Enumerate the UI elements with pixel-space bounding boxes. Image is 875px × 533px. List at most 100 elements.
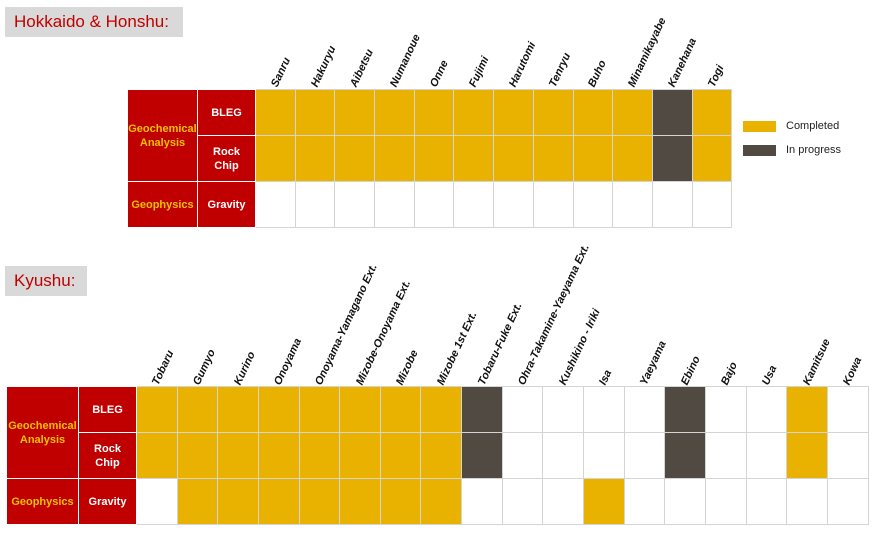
status-cell-in-progress [651,135,693,182]
method-label-rock-chip: Rock Chip [78,432,137,479]
status-cell-completed [255,135,296,182]
status-cell-empty [334,181,376,228]
region-title-kyushu: Kyushu: [5,266,87,296]
column-label-sanru: Sanru [268,55,293,90]
status-cell-completed [334,135,376,182]
status-cell-empty [542,478,585,525]
status-cell-completed [374,135,415,182]
status-cell-completed [413,135,455,182]
status-cell-empty [136,478,178,525]
status-cell-in-progress [664,386,706,433]
completed-swatch [743,120,776,132]
status-cell-in-progress [461,432,503,479]
status-cell-empty [651,181,693,228]
column-label-mizobe: Mizobe [394,348,421,388]
grid-row-rock-chip: Rock Chip [7,432,869,479]
status-cell-completed [379,432,422,479]
status-cell-completed [786,386,828,433]
status-cell-empty [745,432,788,479]
status-cell-empty [826,478,869,525]
status-cell-empty [826,386,869,433]
legend-completed-label: Completed [786,120,840,132]
column-label-fujimi: Fujimi [467,54,492,90]
status-cell-completed [413,89,455,136]
grid-row-rock-chip: Rock Chip [128,135,733,182]
status-cell-completed [572,89,614,136]
method-label-gravity: Gravity [78,478,137,525]
status-cell-completed [583,478,625,525]
column-label-mizobe-1st-ext: Mizobe 1st Ext. [434,309,480,388]
status-cell-empty [745,386,788,433]
status-cell-empty [704,432,747,479]
status-cell-completed [379,478,422,525]
column-label-onne: Onne [427,58,451,90]
column-label-yaeyama: Yaeyama [638,339,669,388]
status-cell-empty [413,181,455,228]
status-cell-empty [572,181,614,228]
status-cell-empty [583,432,625,479]
status-cell-completed [217,432,259,479]
status-cell-completed [136,386,178,433]
status-cell-in-progress [664,432,706,479]
column-label-kushikino-iriki: Kushikino - Iriki [556,307,603,388]
column-label-kamitsue: Kamitsue [800,337,833,388]
status-cell-completed [691,135,733,182]
grid-row-bleg: Geochemical Analysis BLEG [127,89,733,182]
status-cell-completed [691,89,733,136]
column-label-tobaru-fuke-ext: Tobaru-Fuke Ext. [475,300,525,388]
status-cell-empty [623,386,666,433]
status-cell-completed [339,432,381,479]
status-cell-empty [691,181,733,228]
status-cell-completed [257,432,300,479]
column-label-kurino: Kurino [231,349,258,388]
status-cell-completed [420,386,463,433]
status-cell-empty [612,181,653,228]
group-label-geophysics: Geophysics [127,181,198,228]
grid-row-bleg: Geochemical Analysis BLEG [6,386,869,479]
status-cell-completed [420,432,463,479]
status-cell-completed [257,386,300,433]
column-label-togi: Togi [705,63,727,90]
status-cell-empty [704,386,747,433]
status-cell-in-progress [461,386,503,433]
status-cell-completed [532,89,574,136]
status-cell-empty [664,478,706,525]
status-cell-completed [572,135,614,182]
method-label-bleg: BLEG [197,89,256,136]
status-cell-completed [298,432,341,479]
status-cell-completed [532,135,574,182]
status-cell-completed [176,386,219,433]
status-cell-completed [294,89,336,136]
status-cell-completed [339,386,381,433]
status-cell-completed [453,89,495,136]
status-cell-empty [501,386,544,433]
status-cell-completed [374,89,415,136]
status-cell-completed [176,432,219,479]
status-cell-completed [217,386,259,433]
status-cell-completed [453,135,495,182]
status-cell-completed [298,478,341,525]
column-label-buho: Buho [586,58,610,90]
status-cell-empty [374,181,415,228]
group-label-geophysics: Geophysics [6,478,79,525]
column-label-isa: Isa [597,368,615,388]
column-label-gumyo: Gumyo [190,347,218,388]
status-cell-empty [501,478,544,525]
status-cell-empty [501,432,544,479]
column-label-kowa: Kowa [841,355,865,388]
column-label-tobaru: Tobaru [150,348,177,388]
status-cell-empty [255,181,296,228]
status-cell-completed [217,478,259,525]
status-cell-completed [612,135,653,182]
status-cell-completed [420,478,463,525]
column-label-ebino: Ebino [678,354,703,388]
column-label-usa: Usa [760,363,780,388]
status-grid-hokkaido-honshu: Geochemical Analysis BLEG Rock Chip Geophys… [127,89,733,228]
status-cell-completed [334,89,376,136]
region-title-hokkaido-honshu: Hokkaido & Honshu: [5,7,183,37]
status-cell-empty [583,386,625,433]
status-cell-completed [493,135,534,182]
legend-in-progress: In progress [743,144,841,156]
status-cell-empty [461,478,503,525]
status-cell-completed [176,478,219,525]
